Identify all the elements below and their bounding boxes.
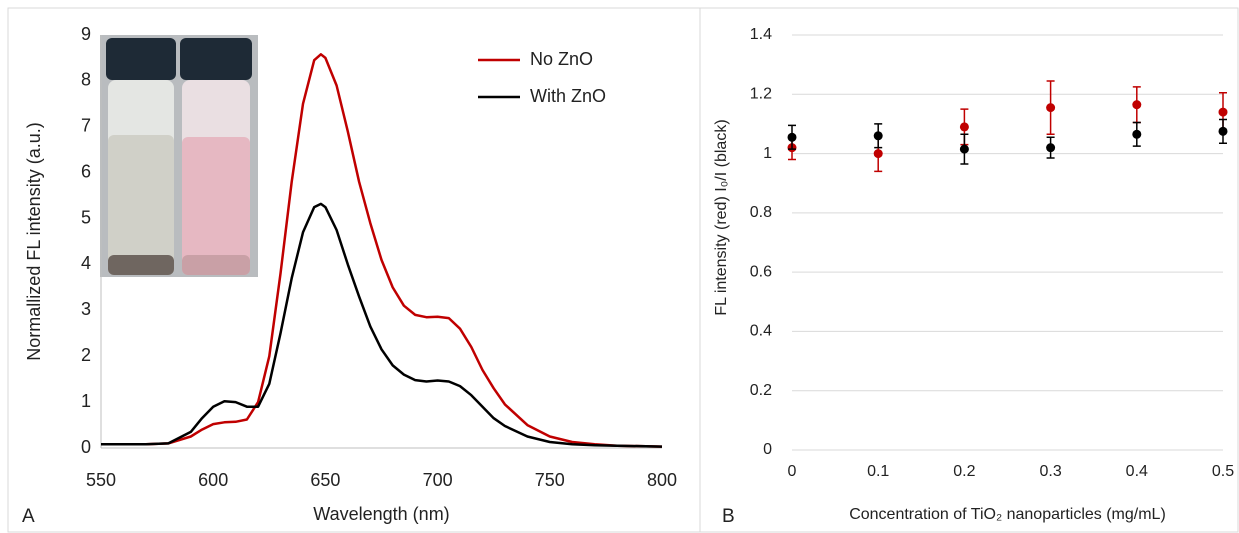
y-tick-label: 4 <box>81 253 91 273</box>
x-tick-label: 0.5 <box>1212 463 1234 480</box>
vial-cap <box>180 38 252 80</box>
y-axis-label: Normallized FL intensity (a.u.) <box>24 122 44 360</box>
x-tick-label: 650 <box>310 470 340 490</box>
y-tick-label: 0.4 <box>750 323 772 340</box>
vial-cap <box>106 38 176 80</box>
data-point <box>873 149 883 159</box>
data-point <box>959 144 969 154</box>
panel-border <box>699 7 1239 533</box>
x-axis-label: Concentration of TiO₂ nanoparticles (mg/… <box>849 506 1166 523</box>
data-point <box>1218 107 1228 117</box>
y-tick-label: 6 <box>81 161 91 181</box>
x-tick-label: 800 <box>647 470 677 490</box>
legend-label: With ZnO <box>530 86 606 106</box>
y-tick-label: 0 <box>81 437 91 457</box>
y-tick-label: 0 <box>763 441 772 458</box>
data-point <box>959 122 969 132</box>
data-point <box>1132 129 1142 139</box>
x-tick-label: 750 <box>535 470 565 490</box>
panel-label: B <box>722 506 735 527</box>
data-point <box>1218 126 1228 136</box>
x-tick-label: 550 <box>86 470 116 490</box>
x-tick-label: 0.1 <box>867 463 889 480</box>
y-tick-label: 9 <box>81 24 91 44</box>
y-tick-label: 0.2 <box>750 382 772 399</box>
x-tick-label: 0.2 <box>953 463 975 480</box>
y-tick-label: 3 <box>81 299 91 319</box>
y-tick-label: 1.4 <box>750 26 772 43</box>
data-point <box>1046 103 1056 113</box>
x-tick-label: 600 <box>198 470 228 490</box>
x-axis-label: Wavelength (nm) <box>313 504 449 524</box>
data-point <box>1132 100 1142 110</box>
y-tick-label: 8 <box>81 70 91 90</box>
legend-label: No ZnO <box>530 49 593 69</box>
data-point <box>787 132 797 142</box>
data-point <box>1046 143 1056 153</box>
inset-photo <box>100 35 258 277</box>
y-tick-label: 7 <box>81 116 91 136</box>
data-point <box>873 131 883 141</box>
vial-bottom <box>108 255 174 275</box>
y-tick-label: 0.8 <box>750 204 772 221</box>
y-tick-label: 1.2 <box>750 86 772 103</box>
series-line <box>101 202 663 448</box>
x-tick-label: 0.4 <box>1126 463 1148 480</box>
x-tick-label: 700 <box>423 470 453 490</box>
y-tick-label: 0.6 <box>750 263 772 280</box>
x-tick-label: 0.3 <box>1039 463 1061 480</box>
series-line <box>101 53 663 448</box>
y-tick-label: 1 <box>763 145 772 162</box>
y-tick-label: 1 <box>81 391 91 411</box>
y-axis-label: FL intensity (red) I₀/I (black) <box>713 119 730 315</box>
vial-bottom <box>182 255 250 275</box>
y-tick-label: 5 <box>81 207 91 227</box>
y-tick-label: 2 <box>81 345 91 365</box>
panel-label: A <box>22 506 35 527</box>
vial-liquid <box>182 137 250 275</box>
vial-liquid <box>108 135 174 275</box>
x-tick-label: 0 <box>788 463 797 480</box>
